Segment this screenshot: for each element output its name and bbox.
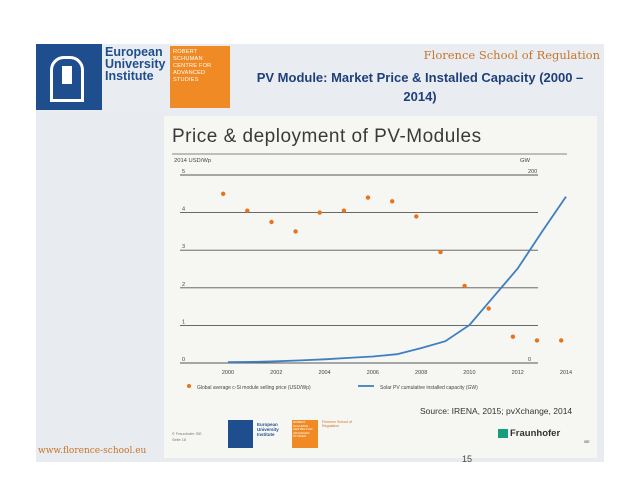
x-tick-label: 2004 bbox=[318, 370, 330, 376]
left-tick-label: 1 bbox=[182, 319, 185, 325]
capacity-line bbox=[227, 196, 567, 364]
price-point bbox=[390, 199, 395, 204]
rsc-logo: ROBERT SCHUMAN CENTRE FOR ADVANCED STUDI… bbox=[170, 46, 230, 108]
institution-name: European University Institute bbox=[105, 45, 200, 83]
price-point bbox=[438, 249, 443, 255]
header-bar bbox=[36, 44, 604, 112]
eui-logo bbox=[36, 44, 102, 110]
page-number: 15 bbox=[462, 454, 473, 464]
footer-url[interactable]: www.florence-school.eu bbox=[38, 446, 147, 456]
institution-line1: European bbox=[105, 45, 163, 59]
price-point bbox=[534, 338, 540, 343]
price-point bbox=[293, 229, 298, 234]
fraunhofer-logo-icon bbox=[498, 429, 508, 438]
chart-panel bbox=[164, 116, 597, 458]
rsc-line: ADVANCED bbox=[173, 70, 206, 76]
chart-source: Source: IRENA, 2015; pvXchange, 2014 bbox=[420, 406, 573, 416]
left-tick-label: 2 bbox=[182, 282, 185, 288]
eui-arch-icon bbox=[50, 56, 84, 102]
rsc-line: SCHUMAN bbox=[173, 56, 203, 62]
rsc-line: STUDIES bbox=[173, 77, 199, 83]
school-name: Florence School of Regulation bbox=[423, 48, 600, 62]
x-tick-label: 2008 bbox=[415, 370, 427, 376]
right-tick-label: 0 bbox=[528, 357, 531, 363]
rsc-line: ROBERT bbox=[173, 49, 198, 55]
x-tick-label: 2000 bbox=[222, 370, 234, 376]
chart-title: Price & deployment of PV-Modules bbox=[172, 126, 482, 147]
slide-title: PV Module: Market Price & Installed Capa… bbox=[256, 70, 584, 104]
mini-eui-line: Institute bbox=[257, 432, 275, 437]
chart-title-rule bbox=[172, 153, 567, 155]
mini-eui-line: European bbox=[257, 422, 278, 427]
price-point bbox=[341, 208, 347, 213]
x-tick-label: 2012 bbox=[512, 370, 524, 376]
institution-line2: University bbox=[105, 57, 166, 71]
price-point bbox=[245, 208, 250, 213]
mini-rsc-line: SCHUMAN bbox=[293, 423, 309, 428]
footer-copyright: © Fraunhofer ISE bbox=[172, 432, 202, 436]
mini-eui-line: University bbox=[257, 427, 279, 432]
legend-price-marker bbox=[187, 384, 191, 388]
eui-door-icon bbox=[62, 66, 72, 84]
left-tick-label: 3 bbox=[182, 244, 185, 250]
price-point bbox=[221, 191, 226, 196]
legend-capacity-label: Solar PV cumulative installed capacity (… bbox=[380, 385, 478, 391]
institution-line3: Institute bbox=[105, 69, 154, 83]
x-tick-label: 2014 bbox=[560, 370, 572, 376]
mini-eui-name: European University Institute bbox=[257, 422, 293, 437]
price-point bbox=[365, 195, 371, 200]
price-point bbox=[486, 306, 491, 311]
fraunhofer-sub: ISE bbox=[584, 440, 590, 444]
mini-rsc-logo: ROBERT SCHUMAN CENTRE FOR ADVANCED STUDI… bbox=[292, 420, 318, 448]
x-tick-label: 2002 bbox=[270, 370, 282, 376]
price-point bbox=[559, 338, 564, 343]
mini-school-name: Florence School of Regulation bbox=[322, 420, 352, 429]
mini-rsc-line: STUDIES bbox=[293, 434, 307, 439]
left-tick-label: 5 bbox=[182, 169, 185, 175]
legend-price-label: Global average c-Si module selling price… bbox=[197, 385, 311, 391]
mini-rsc-line: CENTRE FOR bbox=[293, 427, 313, 432]
left-axis-label: 2014 USD/Wp bbox=[174, 158, 212, 164]
mini-rsc-line: ROBERT bbox=[293, 420, 306, 424]
price-point bbox=[510, 334, 516, 339]
mini-eui-logo bbox=[228, 420, 253, 448]
left-tick-label: 0 bbox=[182, 357, 185, 363]
price-point bbox=[317, 210, 322, 215]
price-point bbox=[462, 283, 467, 289]
mini-rsc-line: ADVANCED bbox=[293, 430, 310, 435]
left-tick-label: 4 bbox=[182, 207, 185, 213]
right-tick-label: 200 bbox=[528, 169, 537, 175]
footer-page-ref: Seite 18 bbox=[172, 438, 186, 442]
x-tick-label: 2010 bbox=[463, 370, 475, 376]
price-point bbox=[269, 219, 274, 225]
right-axis-label: GW bbox=[520, 158, 530, 164]
price-point bbox=[414, 214, 419, 219]
x-tick-label: 2006 bbox=[367, 370, 379, 376]
fraunhofer-brand: Fraunhofer bbox=[510, 428, 561, 439]
rsc-line: CENTRE FOR bbox=[173, 63, 212, 69]
